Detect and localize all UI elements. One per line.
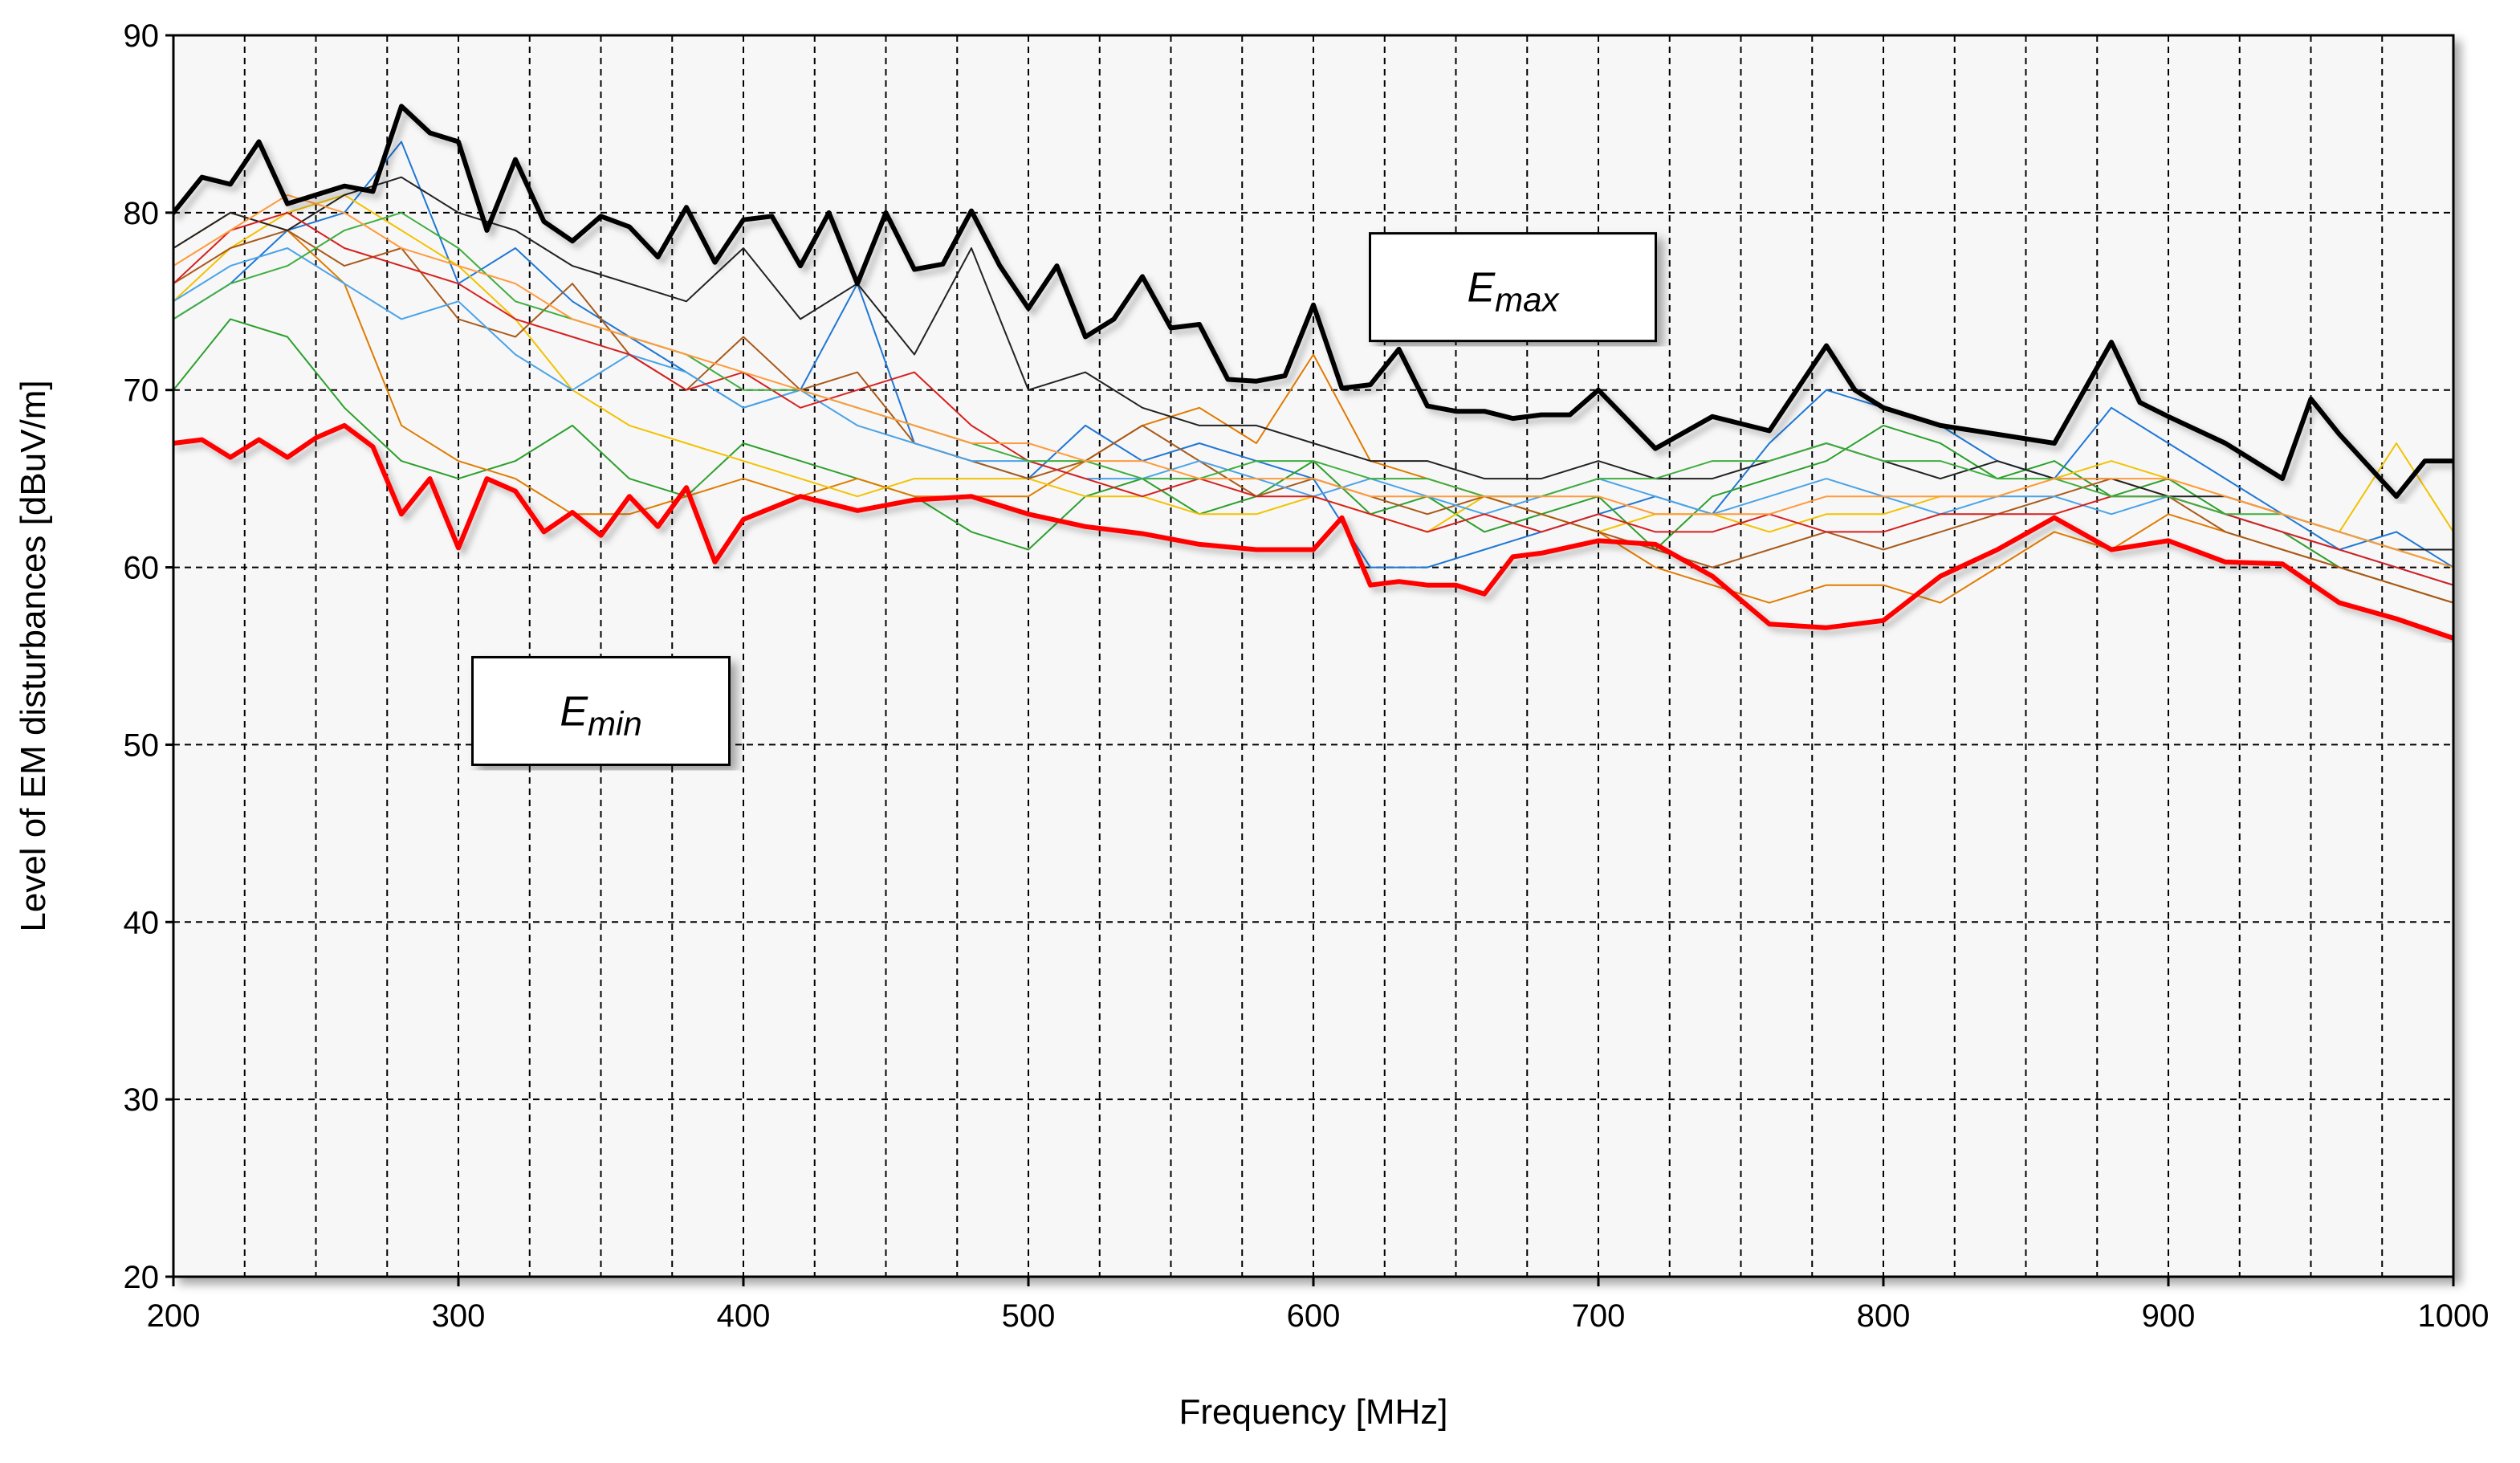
y-tick-label: 40 bbox=[124, 905, 160, 940]
x-tick-label: 900 bbox=[2142, 1298, 2196, 1334]
y-tick-label: 70 bbox=[124, 373, 160, 409]
series-line-emax bbox=[173, 104, 2453, 499]
x-axis-title: Frequency [MHz] bbox=[1179, 1392, 1448, 1432]
y-tick-label: 20 bbox=[124, 1260, 160, 1295]
x-tick-label: 1000 bbox=[2418, 1298, 2489, 1334]
y-tick-labels: 20 30 40 50 60 70 80 90 bbox=[124, 18, 173, 1295]
y-tick-label: 60 bbox=[124, 551, 160, 586]
annotations: Emax Emin bbox=[471, 232, 1657, 766]
x-tick-label: 500 bbox=[1002, 1298, 1056, 1334]
x-tick-label: 300 bbox=[432, 1298, 486, 1334]
x-tick-label: 800 bbox=[1857, 1298, 1911, 1334]
y-tick-label: 50 bbox=[124, 727, 160, 763]
x-tick-label: 600 bbox=[1287, 1298, 1341, 1334]
x-tick-label: 400 bbox=[717, 1298, 771, 1334]
x-tick-label: 700 bbox=[1572, 1298, 1626, 1334]
series-layer bbox=[173, 104, 2453, 641]
series-line-emin bbox=[173, 422, 2453, 641]
x-tick-labels: 200 300 400 500 600 700 800 900 1000 bbox=[147, 1277, 2489, 1334]
series-line bbox=[173, 211, 2453, 568]
series-line bbox=[173, 194, 2453, 568]
y-tick-label: 80 bbox=[124, 196, 160, 231]
series-line bbox=[173, 211, 2453, 604]
y-axis-title: Level of EM disturbances [dBuV/m] bbox=[14, 380, 53, 931]
y-tick-label: 90 bbox=[124, 18, 160, 54]
y-tick-label: 30 bbox=[124, 1082, 160, 1118]
x-tick-label: 200 bbox=[147, 1298, 201, 1334]
series-line bbox=[173, 211, 2453, 586]
annotation-box-max bbox=[1369, 232, 1657, 343]
annotation-box-min bbox=[471, 655, 731, 766]
annotation-label-min: Emin bbox=[560, 688, 641, 742]
annotation-label-max: Emax bbox=[1467, 265, 1560, 319]
